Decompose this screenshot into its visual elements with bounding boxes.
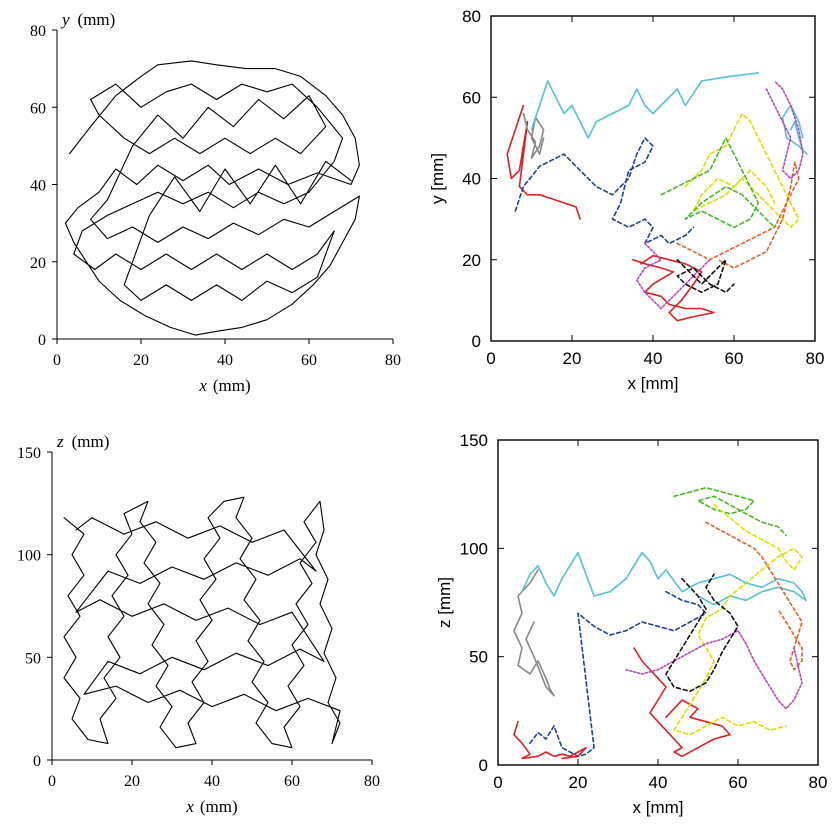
y-tick-label: 100	[460, 539, 488, 558]
y-tick-label: 80	[462, 7, 481, 26]
panel-bottom-left: 0 20 40 60 80 0 50 100 150 x (mm) z (mm)	[17, 432, 380, 816]
y-tick-label: 40	[30, 178, 46, 195]
x-tick-label: 40	[204, 773, 220, 790]
trajectory-5	[781, 104, 808, 155]
x-tick-label: 60	[284, 773, 300, 790]
trajectory-1	[63, 496, 341, 749]
x-axis-label: x [mm]	[628, 374, 679, 393]
panel-bottom-right: 0 20 40 60 80 0 50 100 150 x [mm] z [mm]	[435, 431, 827, 817]
trajectory-11	[765, 80, 804, 180]
trajectory-4	[530, 72, 760, 139]
y-tick-label: 100	[17, 548, 41, 565]
y-tick-label: 150	[17, 445, 41, 462]
y-tick-label: 20	[462, 251, 481, 270]
x-tick-label: 80	[806, 349, 825, 368]
y-tick-label: 60	[462, 88, 481, 107]
plot-area	[64, 60, 360, 336]
x-tick-label: 60	[729, 773, 748, 792]
trajectory-10	[636, 242, 711, 310]
x-tick-label: 60	[725, 349, 744, 368]
y-tick-label: 80	[30, 23, 46, 40]
trajectory-8	[660, 137, 776, 229]
y-tick-label: 60	[30, 100, 46, 117]
plot-area	[513, 486, 807, 760]
trajectory-7	[673, 504, 803, 736]
trajectory-1	[64, 60, 360, 336]
y-tick-label: 0	[33, 753, 41, 770]
x-tick-label: 0	[486, 349, 495, 368]
trajectory-5	[633, 647, 731, 758]
x-tick-label: 40	[217, 352, 233, 369]
plot-area	[506, 72, 808, 322]
trajectory-12	[676, 259, 735, 294]
plot-frame	[497, 439, 819, 766]
trajectory-9	[625, 629, 803, 710]
y-tick-label: 20	[30, 255, 46, 272]
trajectory-7	[684, 112, 800, 229]
y-axis-label: z [mm]	[435, 577, 454, 628]
trajectory-3	[522, 112, 545, 159]
y-tick-label: 40	[462, 170, 481, 189]
trajectory-2	[521, 551, 807, 606]
y-axis-label: y (mm)	[60, 10, 115, 29]
x-axis-label: x (mm)	[198, 376, 250, 395]
trajectory-6	[673, 486, 787, 537]
y-tick-label: 0	[38, 332, 46, 349]
y-axis-label: y [mm]	[428, 153, 447, 204]
trajectory-6	[514, 137, 695, 245]
trajectory-3	[529, 590, 707, 758]
trajectory-2	[632, 254, 715, 322]
trajectory-1	[513, 569, 555, 697]
panel-top-left: 0 20 40 60 80 0 20 40 60 80 x (mm) y (mm)	[30, 10, 401, 395]
x-tick-label: 80	[385, 352, 401, 369]
y-tick-label: 0	[479, 756, 488, 775]
trajectory-9	[676, 161, 800, 269]
y-tick-label: 50	[25, 650, 41, 667]
panel-top-right: 0 20 40 60 80 0 20 40 60 80 x [mm] y [mm]	[428, 7, 824, 393]
x-axis-label: x [mm]	[633, 798, 684, 817]
x-tick-label: 0	[53, 352, 61, 369]
x-tick-label: 40	[649, 773, 668, 792]
trajectory-8	[705, 521, 803, 671]
plot-frame	[490, 15, 816, 342]
x-axis-label: x (mm)	[185, 797, 237, 816]
x-tick-label: 0	[493, 773, 502, 792]
x-tick-label: 80	[364, 773, 380, 790]
trajectory-4	[513, 720, 587, 760]
plot-area	[63, 496, 341, 749]
x-tick-label: 0	[48, 773, 56, 790]
y-tick-label: 50	[469, 648, 488, 667]
y-tick-label: 150	[460, 431, 488, 450]
y-axis-label: z (mm)	[56, 432, 109, 451]
trajectory-1	[506, 104, 581, 220]
x-tick-label: 20	[563, 349, 582, 368]
y-tick-label: 0	[472, 332, 481, 351]
x-tick-label: 60	[301, 352, 317, 369]
x-tick-label: 20	[124, 773, 140, 790]
trajectory-10	[665, 573, 739, 693]
x-tick-label: 40	[644, 349, 663, 368]
x-tick-label: 20	[133, 352, 149, 369]
x-tick-label: 20	[569, 773, 588, 792]
x-tick-label: 80	[809, 773, 828, 792]
